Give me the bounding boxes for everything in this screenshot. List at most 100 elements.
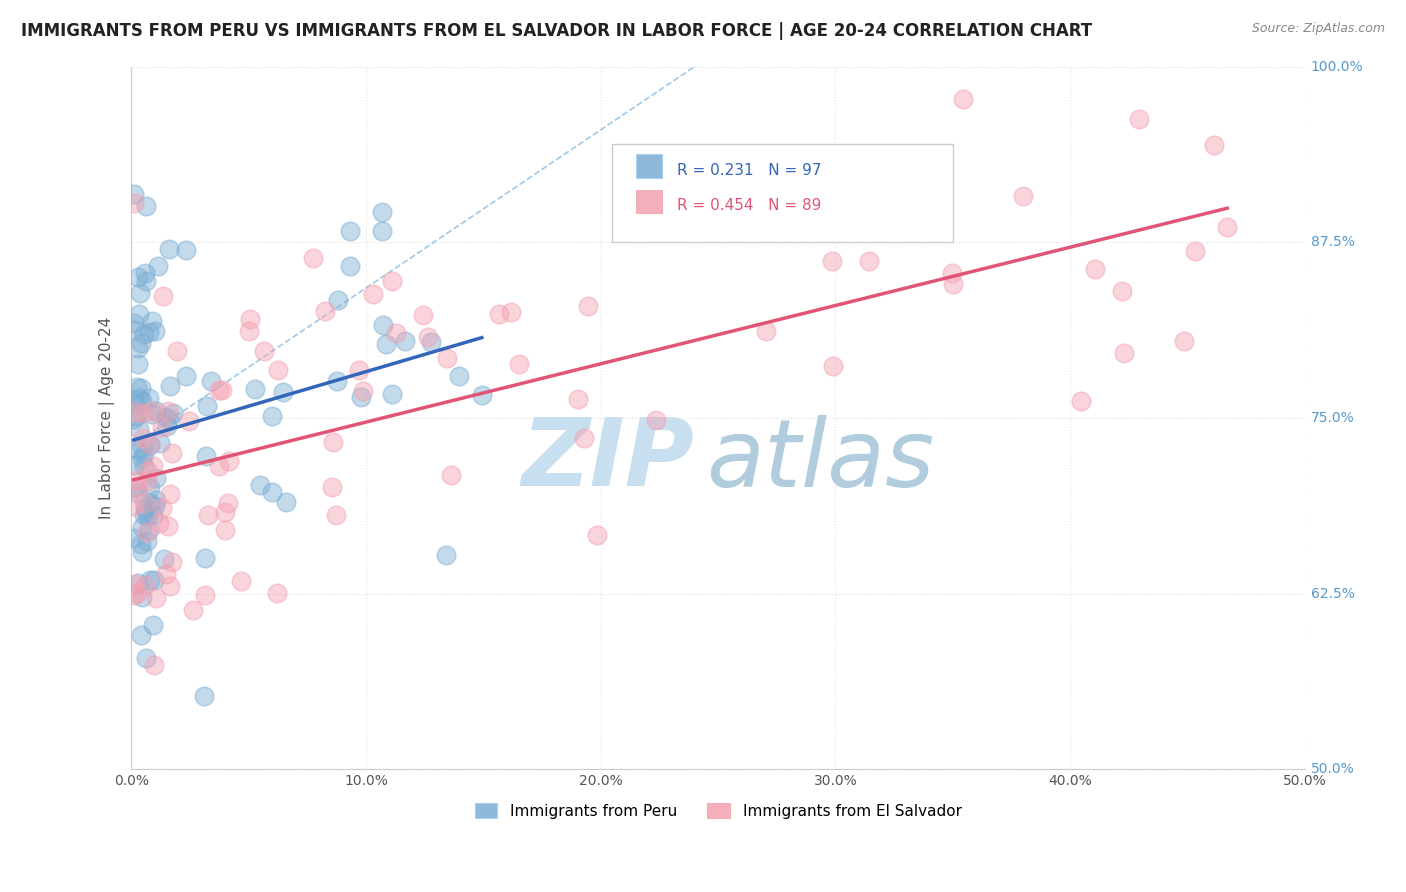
Immigrants from El Salvador bbox=[136, 464, 159, 478]
Text: Source: ZipAtlas.com: Source: ZipAtlas.com bbox=[1251, 22, 1385, 36]
Immigrants from El Salvador bbox=[141, 403, 163, 417]
Immigrants from Peru bbox=[243, 382, 266, 396]
Immigrants from El Salvador bbox=[138, 437, 160, 451]
Immigrants from Peru bbox=[135, 199, 157, 213]
Immigrants from Peru bbox=[350, 390, 373, 404]
Immigrants from El Salvador bbox=[942, 277, 965, 291]
Immigrants from Peru bbox=[156, 418, 179, 433]
Immigrants from El Salvador bbox=[155, 566, 177, 581]
Immigrants from Peru bbox=[471, 388, 494, 402]
Immigrants from El Salvador bbox=[508, 357, 530, 371]
Immigrants from Peru bbox=[195, 399, 218, 413]
Immigrants from Peru bbox=[132, 458, 155, 473]
FancyBboxPatch shape bbox=[636, 154, 662, 178]
Immigrants from El Salvador bbox=[1128, 112, 1150, 126]
Immigrants from Peru bbox=[394, 334, 416, 348]
Immigrants from El Salvador bbox=[302, 251, 325, 265]
Immigrants from Peru bbox=[136, 533, 159, 548]
Immigrants from Peru bbox=[139, 481, 162, 495]
Immigrants from Peru bbox=[127, 486, 149, 500]
Immigrants from Peru bbox=[371, 204, 394, 219]
Legend: Immigrants from Peru, Immigrants from El Salvador: Immigrants from Peru, Immigrants from El… bbox=[468, 797, 967, 825]
Immigrants from El Salvador bbox=[1112, 346, 1135, 360]
Immigrants from Peru bbox=[124, 480, 146, 494]
Immigrants from Peru bbox=[135, 651, 157, 665]
Immigrants from Peru bbox=[153, 551, 176, 566]
Immigrants from Peru bbox=[131, 545, 153, 559]
Immigrants from Peru bbox=[381, 387, 404, 401]
Immigrants from Peru bbox=[262, 409, 284, 423]
Immigrants from El Salvador bbox=[162, 555, 184, 569]
Immigrants from El Salvador bbox=[150, 501, 173, 516]
Immigrants from El Salvador bbox=[125, 473, 148, 487]
Immigrants from Peru bbox=[447, 369, 470, 384]
Immigrants from Peru bbox=[136, 509, 159, 524]
Immigrants from El Salvador bbox=[352, 384, 374, 398]
Immigrants from Peru bbox=[132, 326, 155, 341]
Immigrants from El Salvador bbox=[574, 431, 596, 445]
Immigrants from El Salvador bbox=[122, 196, 145, 211]
Immigrants from El Salvador bbox=[124, 405, 146, 419]
Immigrants from El Salvador bbox=[197, 508, 219, 523]
Immigrants from El Salvador bbox=[1173, 334, 1195, 348]
Immigrants from El Salvador bbox=[440, 468, 463, 483]
Immigrants from El Salvador bbox=[177, 414, 200, 428]
Immigrants from Peru bbox=[128, 307, 150, 321]
Immigrants from Peru bbox=[135, 505, 157, 519]
Immigrants from El Salvador bbox=[127, 480, 149, 494]
Immigrants from El Salvador bbox=[322, 435, 344, 450]
Immigrants from Peru bbox=[157, 412, 180, 426]
Immigrants from Peru bbox=[128, 422, 150, 436]
Immigrants from El Salvador bbox=[127, 586, 149, 600]
Immigrants from El Salvador bbox=[211, 384, 233, 398]
Immigrants from Peru bbox=[134, 447, 156, 461]
Immigrants from El Salvador bbox=[132, 431, 155, 445]
Immigrants from Peru bbox=[131, 520, 153, 534]
Immigrants from Peru bbox=[145, 325, 167, 339]
Immigrants from Peru bbox=[128, 285, 150, 300]
Immigrants from El Salvador bbox=[156, 519, 179, 533]
Immigrants from El Salvador bbox=[238, 324, 260, 338]
Immigrants from El Salvador bbox=[1184, 244, 1206, 259]
Immigrants from Peru bbox=[124, 458, 146, 473]
Immigrants from Peru bbox=[141, 407, 163, 421]
Immigrants from Peru bbox=[127, 576, 149, 591]
Immigrants from Peru bbox=[138, 325, 160, 339]
Immigrants from Peru bbox=[274, 495, 297, 509]
Immigrants from Peru bbox=[134, 266, 156, 280]
Text: atlas: atlas bbox=[706, 415, 935, 506]
Immigrants from El Salvador bbox=[208, 384, 231, 398]
Immigrants from Peru bbox=[162, 406, 184, 420]
Immigrants from Peru bbox=[141, 313, 163, 327]
Immigrants from Peru bbox=[131, 394, 153, 409]
Immigrants from El Salvador bbox=[152, 419, 174, 434]
Immigrants from Peru bbox=[155, 409, 177, 424]
Immigrants from Peru bbox=[125, 398, 148, 412]
Immigrants from El Salvador bbox=[821, 253, 844, 268]
Immigrants from Peru bbox=[129, 537, 152, 551]
Immigrants from Peru bbox=[142, 617, 165, 632]
Immigrants from Peru bbox=[145, 471, 167, 485]
Immigrants from Peru bbox=[138, 524, 160, 538]
Immigrants from El Salvador bbox=[644, 412, 666, 426]
Immigrants from El Salvador bbox=[416, 330, 439, 344]
Immigrants from Peru bbox=[194, 551, 217, 566]
Immigrants from Peru bbox=[131, 335, 153, 350]
Immigrants from El Salvador bbox=[501, 305, 523, 319]
Immigrants from El Salvador bbox=[1011, 189, 1033, 203]
Immigrants from Peru bbox=[249, 478, 271, 492]
Immigrants from Peru bbox=[125, 442, 148, 456]
Immigrants from Peru bbox=[339, 260, 361, 274]
Immigrants from El Salvador bbox=[1202, 137, 1225, 152]
Immigrants from El Salvador bbox=[567, 392, 589, 406]
Immigrants from Peru bbox=[142, 508, 165, 522]
Immigrants from El Salvador bbox=[132, 407, 155, 421]
Immigrants from El Salvador bbox=[586, 528, 609, 542]
Immigrants from El Salvador bbox=[134, 578, 156, 592]
Immigrants from El Salvador bbox=[229, 574, 252, 588]
Immigrants from El Salvador bbox=[156, 404, 179, 418]
Immigrants from Peru bbox=[139, 496, 162, 510]
Immigrants from El Salvador bbox=[325, 508, 347, 523]
Immigrants from El Salvador bbox=[208, 458, 231, 473]
Immigrants from El Salvador bbox=[266, 585, 288, 599]
